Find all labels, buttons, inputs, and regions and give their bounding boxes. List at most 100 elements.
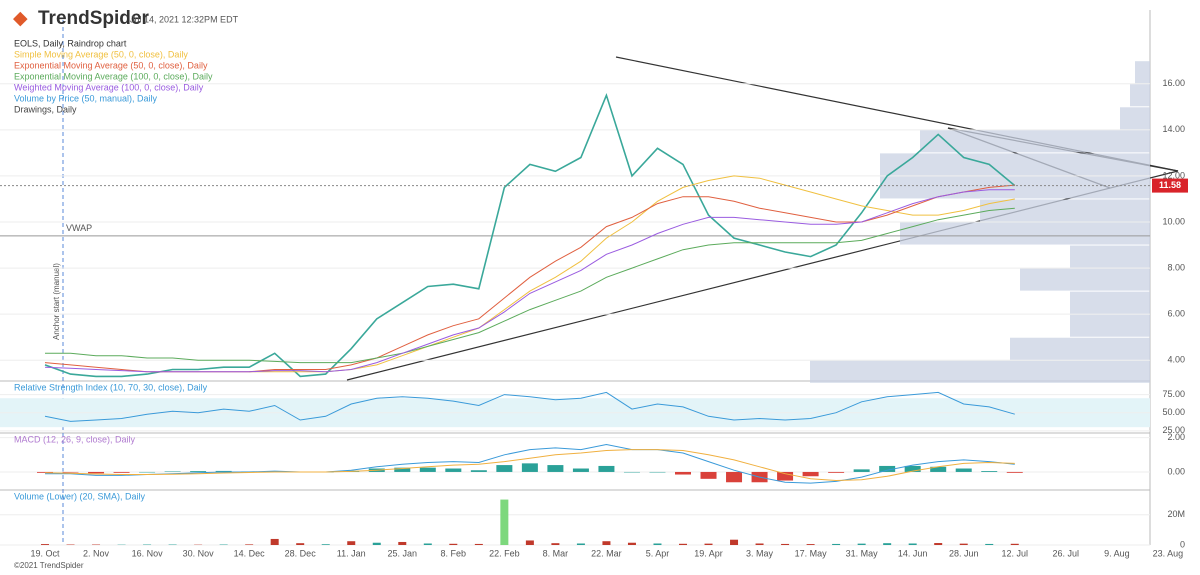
volume-bar — [832, 543, 841, 545]
volume-bar — [296, 543, 305, 545]
legend-drawings: Drawings, Daily — [14, 104, 77, 114]
last-price-label: 11.58 — [1159, 180, 1181, 190]
macd-histogram-bar — [955, 468, 972, 472]
volume-bar — [934, 543, 943, 545]
macd-histogram-bar — [215, 470, 232, 472]
macd-histogram-bar — [496, 465, 513, 472]
volume-bar — [576, 543, 585, 545]
footer: ©2021 TrendSpider — [14, 561, 84, 570]
y-tick-label: 14.00 — [1162, 124, 1185, 134]
macd-histogram-bar — [981, 471, 998, 472]
last-price-tag — [1152, 178, 1188, 193]
x-tick-label: 22. Mar — [591, 548, 622, 558]
volume-bar — [347, 541, 356, 545]
volume-profile-bar — [1120, 107, 1150, 130]
x-tick-label: 8. Mar — [543, 548, 569, 558]
legend-entry: Exponential Moving Average (50, 0, close… — [14, 60, 208, 70]
panel-title: Relative Strength Index (10, 70, 30, clo… — [14, 382, 208, 392]
series-line — [44, 189, 1015, 373]
volume-bar — [1010, 543, 1019, 545]
volume-bar — [781, 543, 790, 545]
x-tick-label: 28. Jun — [949, 548, 979, 558]
volume-profile-bar — [810, 360, 1150, 383]
x-tick-label: 16. Nov — [132, 548, 164, 558]
legend-entry: Weighted Moving Average (100, 0, close),… — [14, 82, 204, 92]
macd-histogram-bar — [88, 471, 105, 474]
macd-histogram-bar — [623, 471, 640, 473]
series-line — [44, 92, 1016, 378]
volume-bar — [679, 543, 687, 545]
volume-bar — [398, 541, 407, 545]
macd-histogram-bar — [598, 465, 615, 472]
y-tick-label: 0 — [1180, 539, 1185, 549]
x-tick-label: 3. May — [746, 548, 774, 558]
y-tick-label: 12.00 — [1162, 170, 1185, 180]
volume-bar — [627, 542, 636, 545]
series-line — [44, 449, 1015, 482]
volume-bar — [908, 543, 917, 545]
macd-histogram-bar — [139, 471, 156, 473]
x-tick-label: 17. May — [795, 548, 828, 558]
macd-histogram-bar — [164, 471, 181, 472]
volume-profile-bar — [880, 176, 1150, 199]
y-tick-label: 75.00 — [1162, 389, 1185, 399]
x-tick-label: 22. Feb — [489, 548, 520, 558]
volume-profile-bar — [1070, 245, 1150, 268]
macd-histogram-bar — [113, 471, 130, 473]
brand: TrendSpider — [38, 8, 149, 29]
macd-histogram-bar — [572, 468, 589, 472]
macd-histogram-bar — [700, 471, 717, 479]
volume-bar — [883, 543, 892, 545]
panel-title: Volume (Lower) (20, SMA), Daily — [14, 491, 146, 501]
macd-histogram-bar — [904, 465, 921, 472]
volume-bar — [372, 542, 381, 545]
x-tick-label: 14. Jun — [898, 548, 928, 558]
macd-histogram-bar — [190, 471, 207, 472]
y-tick-label: 0.00 — [1167, 466, 1185, 476]
x-tick-label: 14. Dec — [234, 548, 266, 558]
legend-entry: Simple Moving Average (50, 0, close), Da… — [14, 49, 188, 59]
volume-bar — [245, 544, 254, 545]
y-tick-label: 6.00 — [1167, 309, 1185, 319]
x-tick-label: 12. Jul — [1001, 548, 1028, 558]
volume-bar — [41, 544, 49, 545]
volume-bar — [525, 540, 534, 545]
series-line — [45, 443, 1015, 484]
macd-histogram-bar — [777, 471, 794, 481]
macd-histogram-bar — [521, 463, 538, 472]
vwap-label: VWAP — [66, 223, 92, 233]
timestamp: Jul 14, 2021 12:32PM EDT — [130, 14, 239, 24]
volume-bar — [602, 541, 611, 545]
volume-profile-bar — [1135, 61, 1150, 84]
legend-entry: Exponential Moving Average (100, 0, clos… — [14, 71, 213, 81]
macd-histogram-bar — [470, 470, 487, 472]
volume-profile-bar — [1070, 291, 1150, 314]
volume-bar — [653, 543, 662, 545]
y-tick-label: 2.00 — [1167, 432, 1185, 442]
macd-histogram-bar — [547, 465, 564, 472]
macd-histogram-bar — [394, 467, 411, 472]
y-tick-label: 4.00 — [1167, 355, 1185, 365]
x-tick-label: 11. Jan — [337, 548, 366, 558]
volume-bar — [985, 543, 994, 545]
x-tick-label: 30. Nov — [183, 548, 215, 558]
macd-histogram-bar — [649, 471, 666, 473]
volume-profile-bar — [880, 153, 1150, 176]
x-tick-label: 31. May — [846, 548, 879, 558]
volume-bar — [270, 538, 279, 545]
volume-bar — [730, 539, 739, 545]
x-tick-label: 2. Nov — [83, 548, 110, 558]
x-tick-label: 23. Aug — [1153, 548, 1184, 558]
series-line — [249, 175, 1015, 373]
anchor-label: Anchor start (manual) — [52, 263, 61, 340]
x-tick-label: 5. Apr — [646, 548, 670, 558]
series-line — [44, 391, 1015, 422]
y-tick-label: 25.00 — [1162, 425, 1185, 435]
volume-bar — [806, 544, 815, 545]
volume-profile-bar — [1130, 84, 1150, 107]
volume-profile-bar — [1070, 314, 1150, 337]
volume-bar — [551, 543, 560, 545]
y-tick-label: 50.00 — [1162, 407, 1185, 417]
volume-bar — [321, 544, 330, 545]
